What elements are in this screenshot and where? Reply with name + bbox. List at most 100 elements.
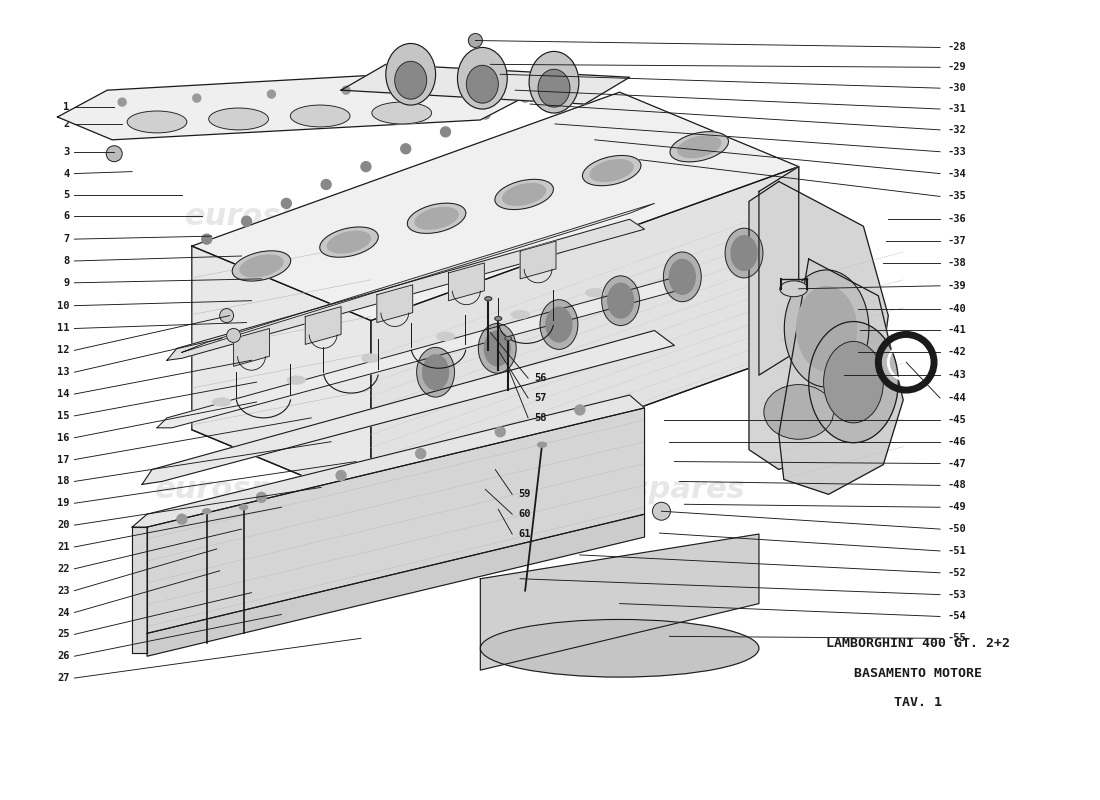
Ellipse shape [202, 509, 211, 514]
Polygon shape [191, 92, 799, 321]
Ellipse shape [546, 307, 572, 342]
Text: -41: -41 [948, 326, 967, 335]
Ellipse shape [417, 347, 454, 397]
Text: -50: -50 [948, 524, 967, 534]
Ellipse shape [320, 227, 378, 258]
Circle shape [282, 198, 292, 208]
Ellipse shape [824, 342, 883, 423]
Circle shape [417, 82, 425, 90]
Circle shape [321, 179, 331, 190]
Text: -42: -42 [948, 347, 967, 358]
Text: 15: 15 [57, 411, 69, 421]
Circle shape [192, 94, 201, 102]
Polygon shape [132, 395, 645, 527]
Text: 7: 7 [63, 234, 69, 244]
Text: 60: 60 [518, 510, 530, 519]
Text: LAMBORGHINI 400 GT. 2+2: LAMBORGHINI 400 GT. 2+2 [826, 637, 1010, 650]
Text: -33: -33 [948, 146, 967, 157]
Ellipse shape [232, 251, 290, 281]
Text: -44: -44 [948, 393, 967, 403]
Ellipse shape [529, 51, 579, 113]
Text: 8: 8 [63, 256, 69, 266]
Ellipse shape [780, 281, 807, 297]
Text: 10: 10 [57, 301, 69, 310]
Circle shape [652, 502, 670, 520]
Polygon shape [520, 241, 556, 279]
Ellipse shape [725, 228, 763, 278]
Ellipse shape [607, 283, 634, 318]
Text: 17: 17 [57, 454, 69, 465]
Ellipse shape [495, 179, 553, 210]
Ellipse shape [582, 155, 641, 186]
Ellipse shape [240, 255, 283, 277]
Ellipse shape [512, 310, 529, 318]
Text: -48: -48 [948, 481, 967, 490]
Circle shape [227, 329, 241, 342]
Text: TAV. 1: TAV. 1 [894, 696, 942, 710]
Circle shape [242, 216, 252, 226]
Text: 27: 27 [57, 673, 69, 683]
Text: -39: -39 [948, 281, 967, 290]
Ellipse shape [485, 297, 492, 301]
Circle shape [361, 162, 371, 171]
Text: 59: 59 [518, 490, 530, 499]
Text: -54: -54 [948, 611, 967, 622]
Text: -29: -29 [948, 62, 967, 72]
Text: BASAMENTO MOTORE: BASAMENTO MOTORE [854, 666, 982, 679]
Ellipse shape [407, 203, 465, 234]
Ellipse shape [663, 252, 701, 302]
Text: 9: 9 [63, 278, 69, 288]
Text: 16: 16 [57, 433, 69, 442]
Polygon shape [749, 182, 889, 470]
Text: -52: -52 [948, 568, 967, 578]
Text: -51: -51 [948, 546, 967, 556]
Polygon shape [147, 514, 645, 656]
Circle shape [267, 90, 275, 98]
Text: 25: 25 [57, 630, 69, 639]
Ellipse shape [128, 111, 187, 133]
Circle shape [107, 146, 122, 162]
Polygon shape [377, 285, 412, 322]
Text: 12: 12 [57, 346, 69, 355]
Text: 24: 24 [57, 607, 69, 618]
Polygon shape [182, 203, 654, 352]
Circle shape [441, 127, 451, 137]
Polygon shape [233, 329, 270, 366]
Ellipse shape [678, 136, 721, 158]
Ellipse shape [481, 619, 759, 677]
Circle shape [177, 514, 187, 524]
Text: 5: 5 [63, 190, 69, 201]
Ellipse shape [763, 385, 834, 439]
Polygon shape [157, 279, 684, 428]
Polygon shape [341, 64, 629, 104]
Text: 6: 6 [63, 211, 69, 222]
Ellipse shape [478, 323, 516, 373]
Ellipse shape [395, 62, 427, 99]
Text: eurospares: eurospares [155, 475, 348, 504]
Text: 2: 2 [63, 119, 69, 129]
Circle shape [416, 449, 426, 458]
Text: -32: -32 [948, 125, 967, 135]
Text: -53: -53 [948, 590, 967, 600]
Text: 11: 11 [57, 323, 69, 334]
Ellipse shape [240, 505, 248, 510]
Text: -30: -30 [948, 83, 967, 93]
Polygon shape [305, 306, 341, 344]
Text: 20: 20 [57, 520, 69, 530]
Text: 13: 13 [57, 367, 69, 377]
Polygon shape [449, 263, 484, 301]
Ellipse shape [670, 132, 728, 162]
Ellipse shape [458, 47, 507, 109]
Polygon shape [142, 330, 674, 485]
Ellipse shape [290, 105, 350, 127]
Circle shape [342, 86, 350, 94]
Circle shape [118, 98, 127, 106]
Text: -38: -38 [948, 258, 967, 268]
Text: 23: 23 [57, 586, 69, 596]
Text: 4: 4 [63, 169, 69, 178]
Polygon shape [759, 166, 799, 375]
Ellipse shape [602, 276, 639, 326]
Text: -55: -55 [948, 634, 967, 643]
Ellipse shape [586, 289, 604, 297]
Polygon shape [57, 70, 530, 140]
